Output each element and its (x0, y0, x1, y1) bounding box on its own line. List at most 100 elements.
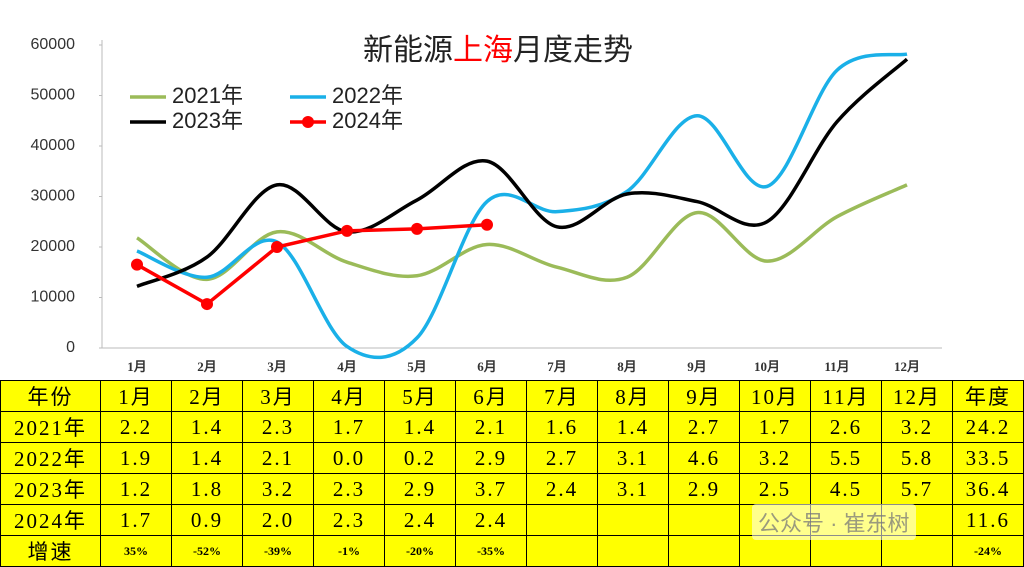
table-cell: 1.9 (100, 442, 172, 474)
row-label: 2021年 (0, 411, 101, 443)
total-cell: 24.2 (952, 411, 1024, 443)
title-part: 月度走势 (513, 34, 633, 67)
header-cell: 年度 (952, 380, 1024, 412)
table-cell: 2.9 (384, 473, 456, 505)
table-cell (668, 504, 740, 536)
y-tick-label: 30000 (31, 188, 76, 205)
table-cell (597, 504, 669, 536)
table-cell: 2.4 (384, 504, 456, 536)
data-table: 年份 1月 2月 3月 4月 5月 6月 7月 8月 9月 10月 11月 12月 年度 2021年 2.2 1… (0, 380, 1024, 567)
y-tick-label: 40000 (31, 137, 76, 154)
table-row: 增速 35% -52% -39% -1% -20% -35% -24% (0, 535, 1024, 567)
header-cell: 3月 (242, 380, 314, 412)
table-cell: 2.1 (455, 411, 527, 443)
table-cell: 35% (100, 535, 172, 567)
x-tick-label: 1月 (127, 359, 147, 374)
x-tick-label: 8月 (617, 359, 637, 374)
table-cell: 2.3 (313, 473, 385, 505)
header-cell: 9月 (668, 380, 740, 412)
table-cell: 3.2 (242, 473, 314, 505)
x-tick-label: 6月 (477, 359, 497, 374)
x-tick-label: 3月 (267, 359, 287, 374)
x-tick-label: 9月 (687, 359, 707, 374)
row-label: 增速 (0, 535, 101, 567)
table-cell: 0.0 (313, 442, 385, 474)
y-tick-label: 10000 (31, 289, 76, 306)
table-cell: 2.9 (668, 473, 740, 505)
table-cell: 3.2 (739, 442, 811, 474)
table-cell: 4.6 (668, 442, 740, 474)
header-cell: 4月 (313, 380, 385, 412)
legend-label: 2021年 (172, 83, 243, 108)
series-line (136, 223, 488, 307)
table-cell (526, 535, 598, 567)
total-cell: 33.5 (952, 442, 1024, 474)
table-cell: 2.7 (526, 442, 598, 474)
table-cell: 5.5 (810, 442, 882, 474)
table-cell: 3.1 (597, 473, 669, 505)
table-cell: 3.2 (881, 411, 953, 443)
header-cell: 7月 (526, 380, 598, 412)
title-part: 新能源 (363, 34, 453, 67)
table-cell: -1% (313, 535, 385, 567)
y-tick-label: 60000 (31, 36, 76, 53)
table-cell: -52% (171, 535, 243, 567)
x-tick-label: 10月 (754, 359, 780, 374)
header-cell: 12月 (881, 380, 953, 412)
table-cell: 1.7 (739, 411, 811, 443)
table-cell (597, 535, 669, 567)
y-tick-label: 0 (66, 339, 75, 356)
header-cell: 2月 (171, 380, 243, 412)
legend-marker (302, 116, 314, 128)
point-marker (411, 222, 423, 235)
title-highlight: 上海 (453, 34, 513, 67)
table-cell: 2.7 (668, 411, 740, 443)
header-cell: 10月 (739, 380, 811, 412)
header-cell: 年份 (0, 380, 101, 412)
point-marker (341, 224, 353, 237)
table-cell: -39% (242, 535, 314, 567)
table-cell: 2.4 (455, 504, 527, 536)
header-cell: 8月 (597, 380, 669, 412)
table-cell: 3.1 (597, 442, 669, 474)
table-cell: 2.4 (526, 473, 598, 505)
row-label: 2022年 (0, 442, 101, 474)
table-cell: 1.8 (171, 473, 243, 505)
table-cell (668, 535, 740, 567)
table-cell (526, 504, 598, 536)
legend-label: 2023年 (172, 108, 243, 133)
table-cell: 2.1 (242, 442, 314, 474)
header-cell: 1月 (100, 380, 172, 412)
x-tick-label: 5月 (407, 359, 427, 374)
x-tick-label: 2月 (197, 359, 217, 374)
point-marker (271, 241, 283, 253)
table-cell: 2.0 (242, 504, 314, 536)
table-cell: 1.4 (384, 411, 456, 443)
table-cell: 2.5 (739, 473, 811, 505)
header-row: 年份 1月 2月 3月 4月 5月 6月 7月 8月 9月 10月 11月 12月 年度 (0, 380, 1024, 412)
watermark: 公众号 · 崔东树 (752, 504, 916, 540)
table-cell: 1.4 (171, 442, 243, 474)
table-cell (881, 535, 953, 567)
table-cell: 0.9 (171, 504, 243, 536)
table-cell: 2.6 (810, 411, 882, 443)
table-cell: 3.7 (455, 473, 527, 505)
series-line (136, 183, 908, 283)
row-label: 2023年 (0, 473, 101, 505)
table-cell: 5.7 (881, 473, 953, 505)
table-row: 2023年 1.2 1.8 3.2 2.3 2.9 3.7 2.4 3.1 2.9 2.5 4.5 5.… (0, 473, 1024, 505)
header-cell: 11月 (810, 380, 882, 412)
table-cell (810, 535, 882, 567)
legend-label: 2024年 (332, 108, 403, 133)
y-tick-label: 20000 (31, 238, 76, 255)
x-tick-label: 4月 (337, 359, 357, 374)
table-cell: 1.4 (171, 411, 243, 443)
x-tick-label: 11月 (824, 359, 849, 374)
series-line (136, 57, 909, 289)
table-cell: 5.8 (881, 442, 953, 474)
total-cell: -24% (952, 535, 1024, 567)
legend-label: 2022年 (332, 83, 403, 108)
table-cell (739, 535, 811, 567)
point-marker (131, 258, 143, 271)
x-tick-label: 7月 (547, 359, 567, 374)
